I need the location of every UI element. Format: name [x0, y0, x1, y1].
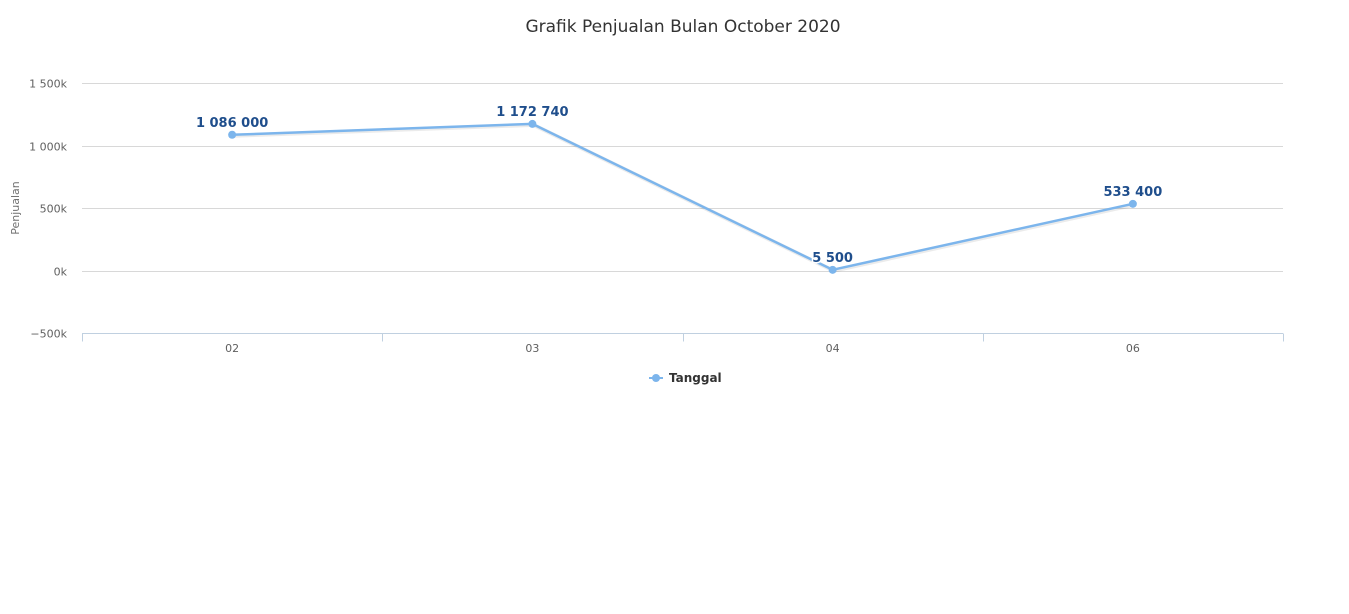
y-axis-tick-labels: 1 500k 1 000k 500k 0k −500k — [29, 78, 67, 341]
chart-title: Grafik Penjualan Bulan October 2020 — [525, 17, 840, 37]
y-tick-label: 500k — [40, 203, 68, 216]
data-point[interactable] — [828, 265, 837, 274]
y-tick-label: 1 000k — [29, 141, 67, 154]
y-axis-title: Penjualan — [9, 181, 22, 235]
data-point[interactable] — [228, 130, 237, 139]
y-tick-label: −500k — [30, 328, 67, 341]
gridlines — [82, 83, 1283, 272]
y-tick-label: 0k — [54, 266, 68, 279]
data-label: 5 500 — [812, 251, 853, 266]
data-label: 533 400 — [1103, 185, 1162, 200]
data-point[interactable] — [1128, 199, 1137, 208]
data-point[interactable] — [528, 119, 537, 128]
legend[interactable]: Tanggal — [649, 371, 722, 385]
series-group — [228, 119, 1137, 274]
legend-item-label[interactable]: Tanggal — [669, 371, 722, 385]
y-tick-label: 1 500k — [29, 78, 67, 91]
series-line — [232, 122, 1134, 272]
data-label: 1 172 740 — [496, 105, 568, 120]
x-tick-label: 02 — [225, 342, 239, 355]
x-tick-label: 03 — [525, 342, 539, 355]
x-tick-label: 04 — [826, 342, 840, 355]
x-tick-label: 06 — [1126, 342, 1140, 355]
data-labels: 1 086 000 1 172 740 5 500 533 400 — [194, 103, 1163, 267]
data-label: 1 086 000 — [196, 116, 268, 131]
x-axis-tick-labels: 02 03 04 06 — [225, 342, 1140, 355]
legend-marker-symbol — [652, 374, 660, 382]
x-axis — [82, 333, 1284, 342]
